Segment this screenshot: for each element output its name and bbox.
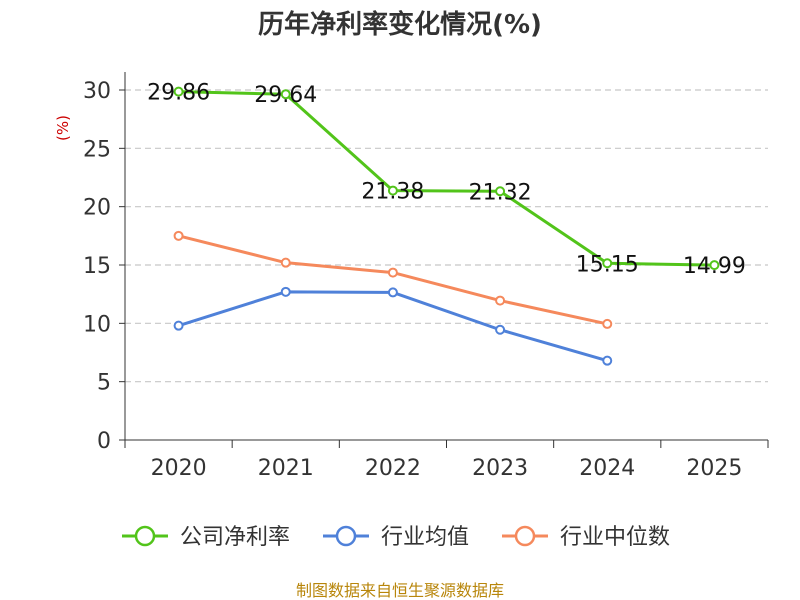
data-point[interactable] <box>495 295 506 306</box>
y-tick-label: 30 <box>83 79 111 104</box>
x-tick-label: 2020 <box>151 456 207 481</box>
data-point[interactable] <box>387 267 398 278</box>
x-tick-label: 2022 <box>365 456 421 481</box>
y-tick-label: 15 <box>83 254 111 279</box>
y-tick-label: 0 <box>97 429 111 454</box>
data-label: 29.64 <box>254 83 317 108</box>
source-note: 制图数据来自恒生聚源数据库 <box>296 581 504 600</box>
data-point[interactable] <box>387 185 398 196</box>
y-tick-label: 5 <box>97 371 111 396</box>
x-tick-label: 2021 <box>258 456 314 481</box>
data-point[interactable] <box>387 287 398 298</box>
data-point[interactable] <box>709 260 720 271</box>
data-point[interactable] <box>602 318 613 329</box>
y-tick-label: 20 <box>83 196 111 221</box>
x-tick-label: 2025 <box>686 456 742 481</box>
y-axis-label: (%) <box>54 115 72 141</box>
x-tick-label: 2023 <box>472 456 528 481</box>
data-point[interactable] <box>280 89 291 100</box>
data-point[interactable] <box>602 355 613 366</box>
data-point[interactable] <box>173 320 184 331</box>
data-point[interactable] <box>173 230 184 241</box>
y-tick-label: 25 <box>83 137 111 162</box>
data-point[interactable] <box>602 258 613 269</box>
chart-title: 历年净利率变化情况(%) <box>258 9 542 40</box>
data-point[interactable] <box>280 257 291 268</box>
data-point[interactable] <box>173 86 184 97</box>
legend-label: 行业中位数 <box>560 525 670 550</box>
legend-swatch-marker <box>134 525 156 547</box>
data-label: 21.38 <box>361 180 424 205</box>
data-label: 21.32 <box>469 180 532 205</box>
data-point[interactable] <box>495 186 506 197</box>
data-label: 14.99 <box>683 254 746 279</box>
legend-item[interactable]: 行业均值 <box>323 525 469 550</box>
y-tick-label: 10 <box>83 312 111 337</box>
legend-item[interactable]: 行业中位数 <box>502 525 670 550</box>
series-line <box>178 234 608 326</box>
x-tick-label: 2024 <box>579 456 635 481</box>
legend-swatch-marker <box>514 525 536 547</box>
data-label: 29.86 <box>147 81 210 106</box>
series-line <box>178 290 608 363</box>
legend-item[interactable]: 公司净利率 <box>122 525 290 550</box>
legend[interactable]: 公司净利率 行业均值 行业中位数 <box>122 525 670 550</box>
gridlines <box>125 89 768 383</box>
data-label: 15.15 <box>576 252 639 277</box>
legend-swatch-marker <box>335 525 357 547</box>
legend-label: 行业均值 <box>381 525 469 550</box>
legend-label: 公司净利率 <box>180 525 290 550</box>
data-point[interactable] <box>280 286 291 297</box>
data-point[interactable] <box>495 324 506 335</box>
series-line <box>178 90 715 267</box>
series-layer <box>173 86 720 366</box>
data-labels: 29.86 29.64 21.38 21.32 15.15 14.99 <box>147 81 746 279</box>
